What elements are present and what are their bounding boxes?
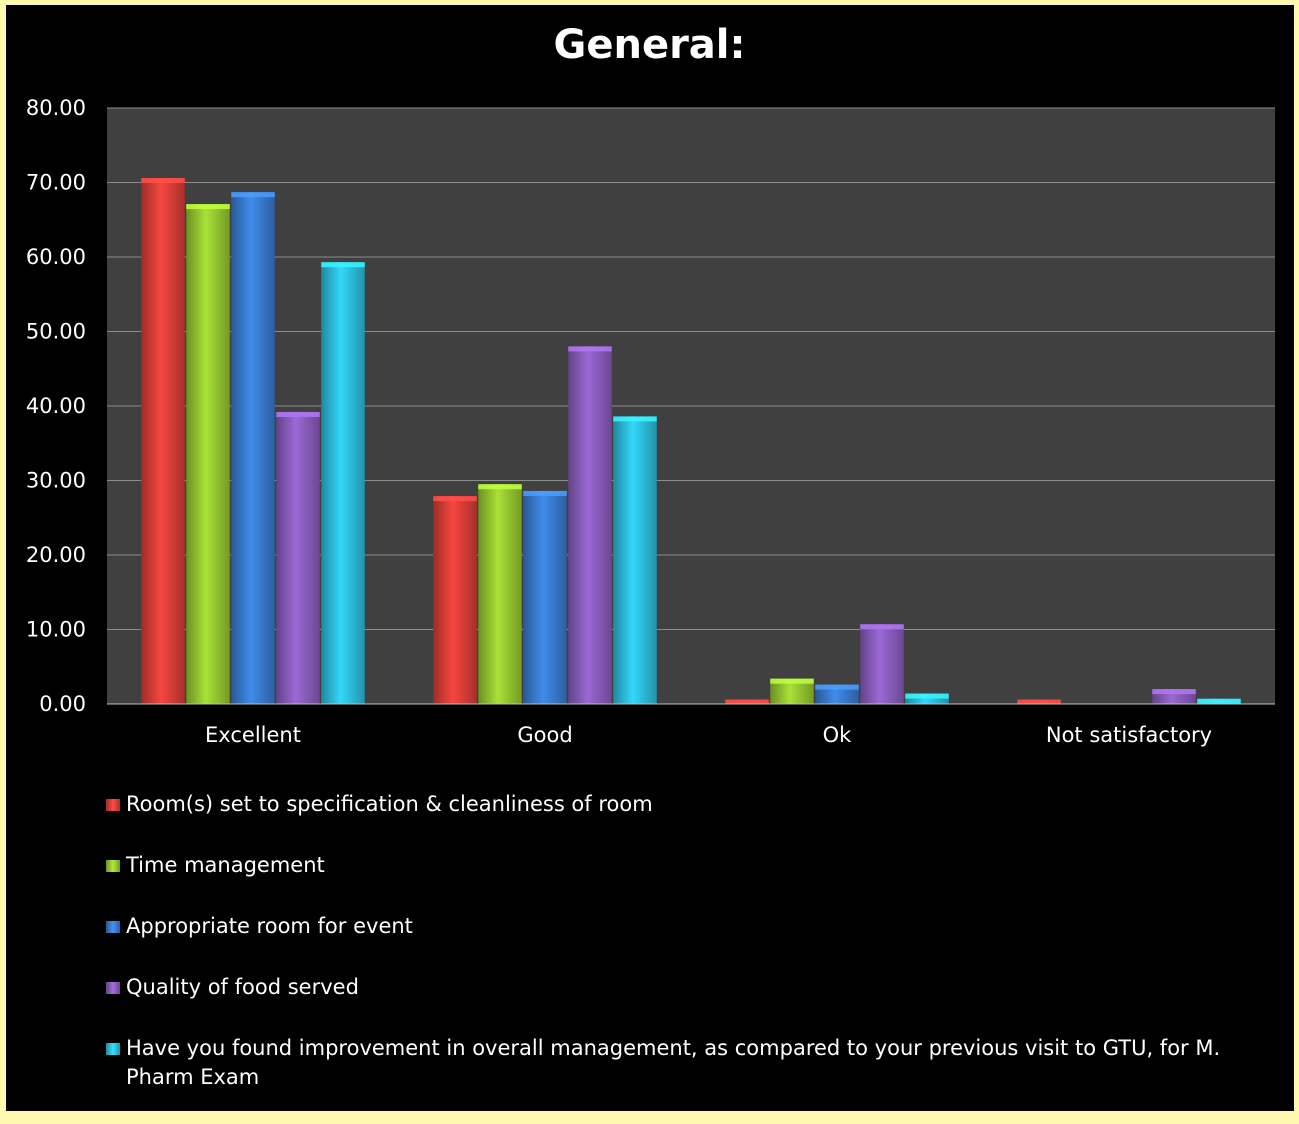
bar-cap [770,678,814,684]
bar-chart: 0.00 10.00 20.00 30.00 40.00 50.00 60.00 70.00 8… [26,96,1275,747]
bar [231,192,275,704]
legend: Room(s) set to specification & cleanline… [104,790,1234,1124]
bar-cap [523,490,567,496]
bars [141,178,1241,705]
legend-label: Time management [126,853,325,877]
bar-cap [860,624,904,630]
bar-cap [478,484,522,490]
y-tick-label: 10.00 [26,618,86,642]
bar-cap [1017,699,1061,704]
y-tick-label: 70.00 [26,171,86,195]
bar [186,204,230,705]
x-tick-label: Excellent [205,723,301,747]
bar-cap [568,346,612,352]
legend-item: Time management [104,851,1234,880]
bar-cap [433,496,477,502]
y-tick-label: 80.00 [26,96,86,120]
legend-item: Room(s) set to specification & cleanline… [104,790,1234,819]
bar-cap [815,684,859,690]
bar-cap [141,178,185,184]
bar-cap [186,204,230,210]
x-tick-label: Not satisfactory [1046,723,1212,747]
bar-cap [1152,689,1196,695]
y-tick-label: 50.00 [26,320,86,344]
bar [860,624,904,704]
legend-label: Room(s) set to specification & cleanline… [126,792,653,816]
y-tick-label: 0.00 [39,692,86,716]
bar [523,490,567,704]
bar-cap [725,699,769,704]
legend-label: Appropriate room for event [126,914,413,938]
y-tick-label: 60.00 [26,245,86,269]
chart-title: General: [553,22,746,68]
bar [276,411,320,704]
legend-swatch [106,860,120,872]
legend-swatch [106,799,120,811]
y-tick-label: 20.00 [26,543,86,567]
bar-cap [321,262,365,268]
bar [141,178,185,704]
legend-item: Have you found improvement in overall ma… [104,1034,1234,1092]
legend-swatch [106,921,120,933]
y-axis: 0.00 10.00 20.00 30.00 40.00 50.00 60.00 70.00 8… [26,96,86,716]
x-tick-label: Good [517,723,572,747]
bar-cap [905,693,949,699]
legend-label: Have you found improvement in overall ma… [126,1036,1221,1089]
y-tick-label: 40.00 [26,394,86,418]
legend-item: Quality of food served [104,973,1234,1002]
bar-cap [1197,698,1241,704]
x-tick-label: Ok [823,723,853,747]
bar-cap [613,416,657,422]
legend-swatch [106,982,120,994]
x-axis: Excellent Good Ok Not satisfactory [205,723,1212,747]
legend-item: Appropriate room for event [104,912,1234,941]
bar [905,693,949,704]
bar [613,416,657,704]
bar [478,484,522,704]
bar [321,262,365,704]
y-tick-label: 30.00 [26,469,86,493]
bar-cap [276,411,320,417]
bar-cap [231,192,275,198]
legend-label: Quality of food served [126,975,359,999]
bar [433,496,477,704]
bar [568,346,612,704]
legend-swatch [106,1043,120,1055]
